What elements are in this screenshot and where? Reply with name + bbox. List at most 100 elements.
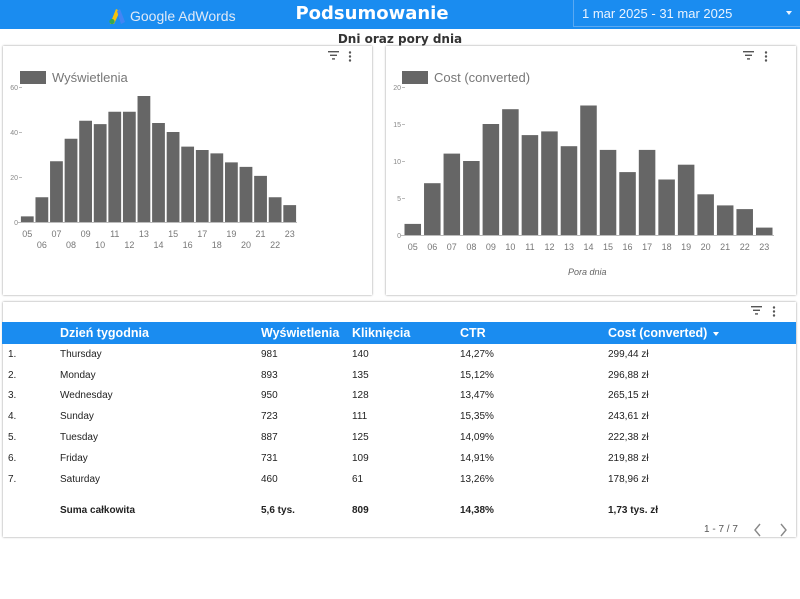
ctr-cell: 14,91% xyxy=(460,452,494,464)
impressions-cell: 460 xyxy=(261,473,278,485)
bar xyxy=(20,216,34,222)
x-tick-label: 22 xyxy=(270,240,280,250)
bar xyxy=(93,124,107,222)
day-cell: Saturday xyxy=(60,473,101,485)
impressions-cell: 887 xyxy=(261,432,278,444)
weekday-table: Dzień tygodnia Wyświetlenia Kliknięcia C… xyxy=(2,322,796,521)
x-tick-label: 15 xyxy=(603,242,613,252)
logo-text: Google AdWords xyxy=(130,8,236,24)
bar xyxy=(404,223,422,235)
bar xyxy=(50,161,63,222)
legend-label: Cost (converted) xyxy=(434,70,531,85)
ctr-cell: 13,26% xyxy=(460,473,494,485)
legend-swatch xyxy=(20,71,46,84)
bar xyxy=(152,123,165,222)
x-tick-label: 13 xyxy=(564,242,574,252)
filter-icon[interactable] xyxy=(751,306,765,320)
table-row: 3. Wednesday 950 128 13,47% 265,15 zł xyxy=(2,386,796,407)
row-index: 6. xyxy=(8,452,17,464)
adwords-logo: Google AdWords xyxy=(108,6,236,26)
total-row-index xyxy=(2,501,60,522)
y-tick-label: 15 xyxy=(393,122,401,129)
bar xyxy=(736,209,753,235)
col-header-impressions[interactable]: Wyświetlenia xyxy=(261,322,352,344)
x-tick-label: 22 xyxy=(740,242,750,252)
x-tick-label: 23 xyxy=(285,229,295,239)
x-tick-label: 15 xyxy=(168,229,178,239)
bar xyxy=(79,120,92,222)
bar xyxy=(424,183,441,235)
col-header-day[interactable]: Dzień tygodnia xyxy=(60,322,261,344)
y-tick-label: 0 xyxy=(14,220,18,227)
filter-icon[interactable] xyxy=(328,51,342,65)
impressions-cell: 981 xyxy=(261,348,278,360)
x-tick-label: 06 xyxy=(427,242,437,252)
x-tick-label: 05 xyxy=(408,242,418,252)
clicks-cell: 111 xyxy=(352,411,368,423)
x-tick-label: 08 xyxy=(466,242,476,252)
cost-cell: 222,38 zł xyxy=(608,432,649,444)
more-vert-icon[interactable] xyxy=(348,51,362,65)
more-vert-icon[interactable] xyxy=(764,51,778,65)
bar xyxy=(658,179,675,235)
bar xyxy=(560,146,578,235)
x-tick-label: 16 xyxy=(183,240,193,250)
cost-cell: 243,61 zł xyxy=(608,411,649,423)
sort-desc-icon xyxy=(713,331,720,336)
cost-chart-panel: 0 5 10 15 20 05 06 07 08 09 10 11 12 13 14 15 16 17 18 19 20… xyxy=(386,46,796,295)
x-tick-label: 19 xyxy=(226,229,236,239)
col-header-clicks[interactable]: Kliknięcia xyxy=(352,322,460,344)
header-bar: Google AdWords Podsumowanie 1 mar 2025 -… xyxy=(0,0,800,29)
total-cost-cell: 1,73 tys. zł xyxy=(608,505,659,517)
x-axis-title: Pora dnia xyxy=(568,267,607,277)
table-header-row: Dzień tygodnia Wyświetlenia Kliknięcia C… xyxy=(2,322,796,344)
day-cell: Tuesday xyxy=(60,432,98,444)
chart-legend: Cost (converted) xyxy=(402,70,530,85)
date-range-selector[interactable]: 1 mar 2025 - 31 mar 2025 xyxy=(573,0,800,27)
x-tick-label: 14 xyxy=(153,240,163,250)
chevron-left-icon[interactable] xyxy=(752,522,764,538)
x-tick-label: 09 xyxy=(81,229,91,239)
x-tick-label: 14 xyxy=(583,242,593,252)
x-tick-label: 12 xyxy=(124,240,134,250)
clicks-cell: 109 xyxy=(352,452,369,464)
more-vert-icon[interactable] xyxy=(772,306,786,320)
col-header-ctr[interactable]: CTR xyxy=(460,322,608,344)
day-cell: Wednesday xyxy=(60,390,113,402)
bar xyxy=(463,161,480,235)
x-tick-label: 17 xyxy=(197,229,207,239)
filter-icon[interactable] xyxy=(743,51,757,65)
legend-swatch xyxy=(402,71,428,84)
adwords-logo-icon xyxy=(109,9,125,25)
col-header-cost[interactable]: Cost (converted) xyxy=(608,322,796,344)
impressions-chart-panel: 0 20 40 60 05 07 09 11 13 15 17 19 21 23 06 08 10 12 14 16 1… xyxy=(3,46,372,295)
chevron-right-icon[interactable] xyxy=(777,522,789,538)
x-tick-label: 07 xyxy=(51,229,61,239)
x-tick-label: 12 xyxy=(544,242,554,252)
y-tick-label: 0 xyxy=(397,233,401,240)
x-tick-label: 20 xyxy=(701,242,711,252)
ctr-cell: 15,35% xyxy=(460,411,494,423)
x-tick-label: 19 xyxy=(681,242,691,252)
x-tick-label: 10 xyxy=(95,240,105,250)
bar xyxy=(482,124,500,235)
ctr-cell: 14,27% xyxy=(460,348,494,360)
impressions-cell: 950 xyxy=(261,390,278,402)
table-row: 2. Monday 893 135 15,12% 296,88 zł xyxy=(2,365,796,386)
bar xyxy=(677,164,695,235)
x-tick-label: 05 xyxy=(22,229,32,239)
bar xyxy=(580,105,597,235)
x-tick-label: 08 xyxy=(66,240,76,250)
bar xyxy=(122,111,136,222)
x-tick-label: 06 xyxy=(37,240,47,250)
row-index: 3. xyxy=(8,390,17,402)
chart-legend: Wyświetlenia xyxy=(20,70,128,85)
bar xyxy=(108,111,122,222)
clicks-cell: 135 xyxy=(352,369,369,381)
bar xyxy=(697,194,714,235)
y-tick-label: 40 xyxy=(10,130,18,137)
x-tick-label: 21 xyxy=(256,229,266,239)
clicks-cell: 128 xyxy=(352,390,369,402)
x-tick-label: 18 xyxy=(212,240,222,250)
